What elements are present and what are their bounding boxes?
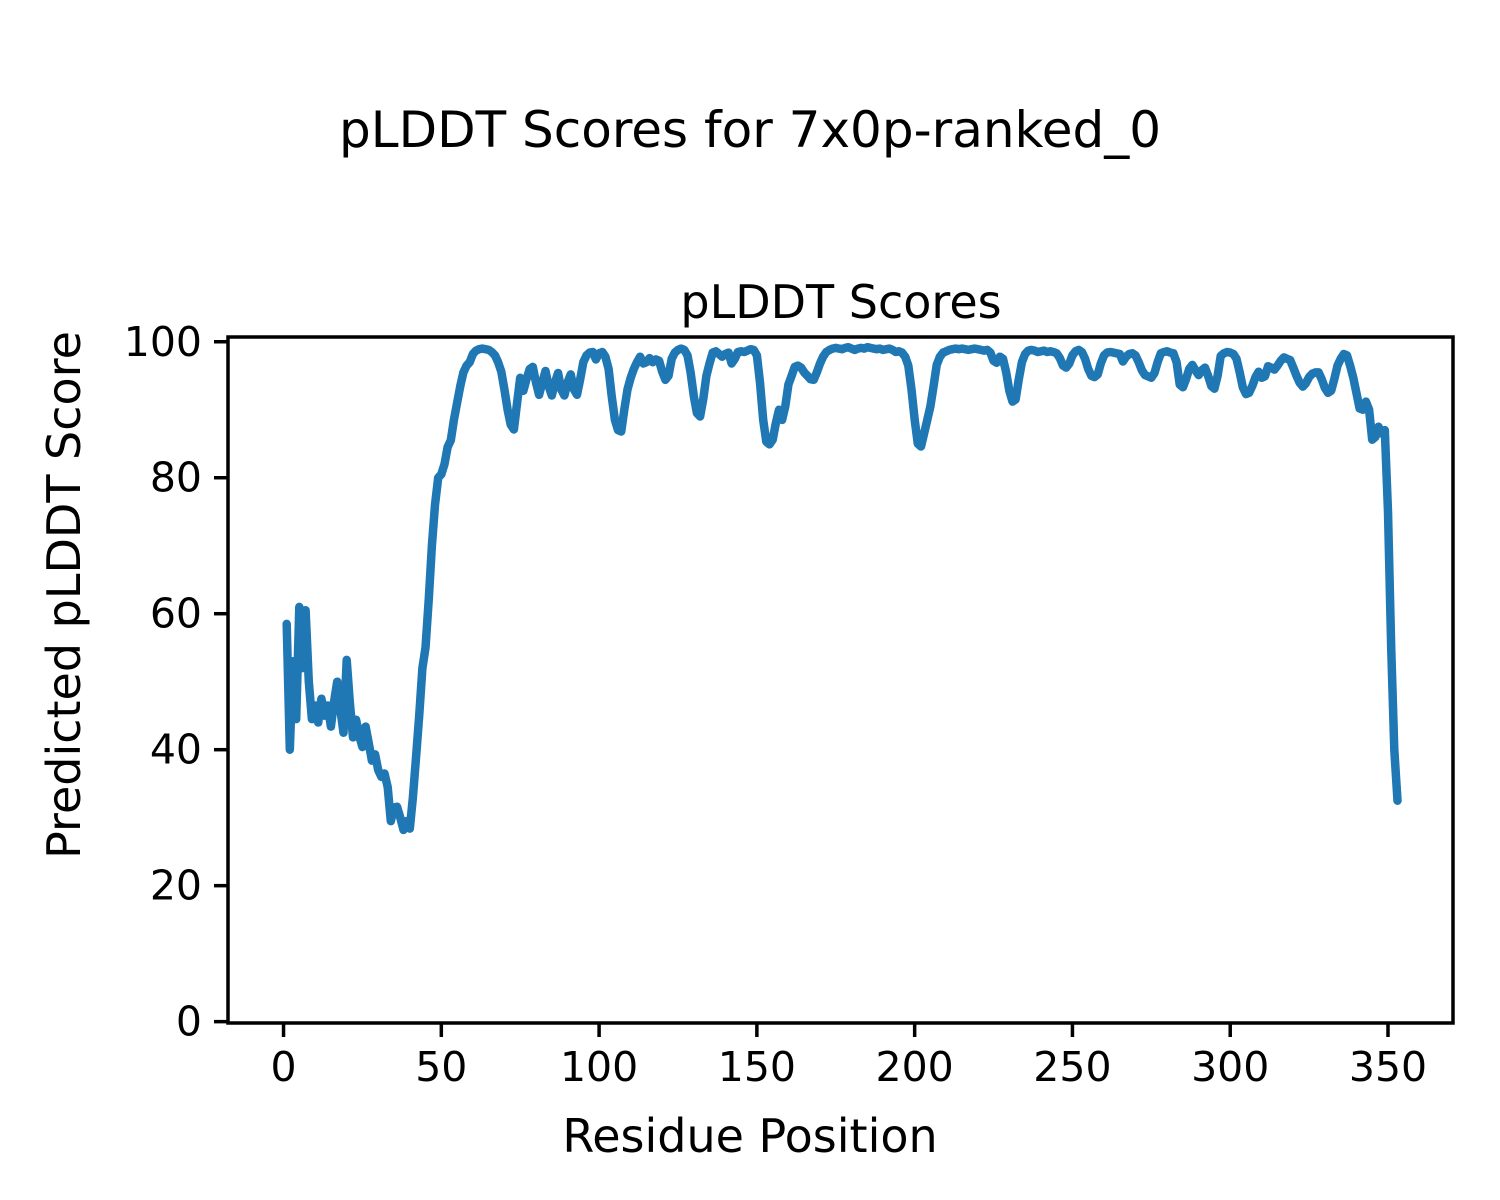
x-tick-label: 250 <box>1033 1043 1111 1091</box>
x-tick-label: 50 <box>415 1043 467 1091</box>
x-axis-label: Residue Position <box>562 1109 937 1163</box>
y-tick-label: 40 <box>150 726 202 774</box>
y-tick-label: 80 <box>150 454 202 502</box>
plddt-line <box>282 342 1402 835</box>
y-tick-label: 60 <box>150 590 202 638</box>
y-tick-label: 0 <box>176 998 202 1046</box>
y-tick-label: 20 <box>150 862 202 910</box>
y-tick-label: 100 <box>124 318 202 366</box>
x-tick-label: 300 <box>1191 1043 1269 1091</box>
y-axis-label: Predicted pLDDT Score <box>37 331 91 859</box>
x-tick-label: 350 <box>1349 1043 1427 1091</box>
x-tick-label: 100 <box>560 1043 638 1091</box>
x-tick-label: 200 <box>876 1043 954 1091</box>
x-tick-label: 150 <box>718 1043 796 1091</box>
axes-title: pLDDT Scores <box>680 275 1001 329</box>
figure-title: pLDDT Scores for 7x0p-ranked_0 <box>339 101 1161 159</box>
x-tick-label: 0 <box>270 1043 296 1091</box>
x-axis-ticks: 0 50 100 150 200 250 300 350 <box>270 1023 1427 1091</box>
axes-frame <box>226 335 1455 1025</box>
y-axis-ticks: 0 20 40 60 80 100 <box>124 318 228 1046</box>
